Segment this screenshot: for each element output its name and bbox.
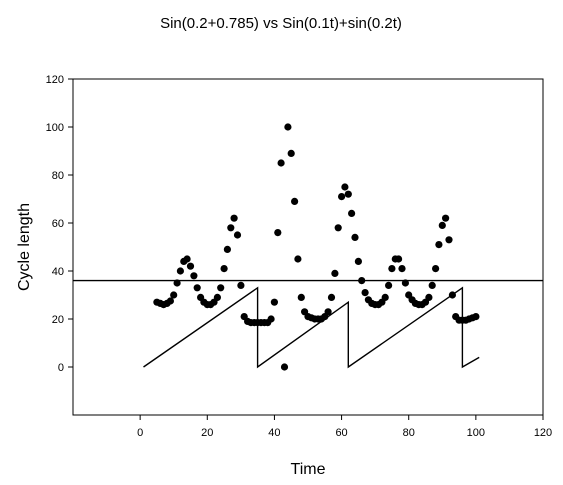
data-point	[388, 265, 396, 273]
data-point	[341, 183, 349, 191]
y-axis-ticks: 0 20 40 60 80 100 120	[46, 74, 73, 374]
y-axis-label: Cycle length	[16, 203, 33, 291]
data-point	[217, 284, 225, 292]
data-point	[425, 293, 433, 301]
x-tick-label: 0	[137, 427, 143, 439]
data-point	[287, 149, 295, 157]
y-tick-label: 40	[52, 266, 64, 278]
data-point	[230, 214, 238, 222]
data-point	[435, 241, 443, 249]
data-point	[170, 291, 178, 299]
data-point	[186, 262, 195, 270]
plot-frame	[72, 78, 544, 416]
data-point	[277, 159, 285, 167]
data-point	[438, 221, 446, 229]
data-point	[358, 277, 366, 285]
data-point	[220, 265, 228, 273]
data-point	[166, 297, 174, 305]
data-point	[361, 289, 369, 297]
y-tick-label: 80	[52, 170, 64, 182]
data-point	[442, 214, 450, 222]
data-point	[270, 298, 278, 306]
line-series-group	[73, 279, 543, 369]
data-point	[348, 209, 356, 217]
data-point	[398, 265, 406, 273]
data-point	[294, 255, 302, 263]
data-point	[173, 279, 181, 287]
x-tick-label: 120	[534, 427, 552, 439]
data-point	[445, 236, 453, 244]
data-point	[331, 269, 339, 277]
data-point	[291, 197, 299, 205]
x-tick-label: 80	[403, 427, 415, 439]
x-axis-label: Time	[291, 461, 326, 478]
data-point	[297, 293, 305, 301]
data-point	[338, 193, 346, 201]
data-point	[324, 308, 332, 316]
scatter-points-group	[153, 123, 480, 371]
sawtooth-line	[143, 286, 480, 369]
x-tick-label: 20	[201, 427, 213, 439]
data-point	[284, 123, 292, 131]
x-tick-label: 100	[467, 427, 485, 439]
y-tick-label: 20	[52, 314, 64, 326]
data-point	[395, 255, 403, 263]
data-point	[223, 245, 231, 253]
y-tick-label: 100	[46, 122, 64, 134]
x-tick-label: 40	[268, 427, 280, 439]
data-point	[334, 224, 342, 232]
data-point	[401, 279, 409, 287]
data-point	[327, 293, 336, 301]
x-tick-label: 60	[335, 427, 347, 439]
data-point	[237, 281, 245, 289]
data-point	[428, 281, 436, 289]
data-point	[344, 190, 352, 198]
data-point	[351, 233, 359, 241]
chart-title: Sin(0.2+0.785) vs Sin(0.1t)+sin(0.2t)	[160, 15, 402, 32]
data-point	[448, 291, 456, 299]
data-point	[385, 281, 393, 289]
data-point	[190, 272, 198, 280]
data-point	[176, 267, 184, 275]
data-point	[193, 284, 201, 292]
data-point	[183, 255, 191, 263]
data-point	[381, 293, 389, 301]
y-tick-label: 0	[58, 362, 64, 374]
data-point	[227, 224, 235, 232]
data-point	[472, 313, 480, 321]
data-point	[280, 363, 289, 371]
data-point	[233, 231, 242, 239]
x-axis-ticks: 0 20 40 60 80 100 120	[137, 415, 552, 439]
data-point	[432, 265, 440, 273]
y-tick-label: 60	[52, 218, 64, 230]
data-point	[213, 293, 221, 301]
data-point	[354, 257, 362, 265]
data-point	[267, 315, 275, 323]
data-point	[274, 229, 282, 237]
y-tick-label: 120	[46, 74, 64, 86]
